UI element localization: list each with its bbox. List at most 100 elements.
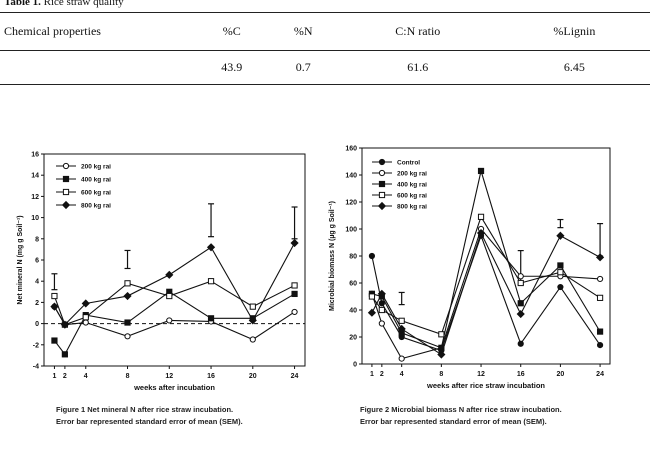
data-point	[290, 238, 299, 248]
legend-marker	[378, 158, 386, 166]
data-point	[123, 291, 132, 301]
figure-1-y-tick-label: 2	[35, 300, 39, 307]
figure-1-x-tick-label: 4	[84, 373, 88, 380]
figure-2-y-tick-label: 40	[349, 308, 357, 315]
data-point	[517, 340, 524, 347]
data-point	[166, 292, 173, 300]
data-point	[82, 319, 89, 326]
figure-2-series-600-kg-rai	[368, 213, 604, 338]
data-point	[557, 283, 564, 291]
figure-1-series-200-kg-rai	[51, 303, 298, 343]
data-point	[516, 309, 525, 319]
data-point	[367, 308, 377, 317]
data-point	[81, 299, 90, 308]
data-point	[124, 319, 131, 326]
legend-marker	[378, 169, 386, 177]
data-point	[517, 273, 524, 280]
figure-2-y-tick-label: 0	[353, 362, 357, 369]
table-caption-prefix: Table 1.	[4, 0, 41, 8]
figure-1-series-200-kg-rai-line	[53, 306, 295, 341]
legend-label: 800 kg rai	[397, 204, 427, 211]
figure-1-x-tick-label: 24	[291, 373, 299, 380]
data-point	[557, 262, 564, 269]
figure-1-y-tick-label: 6	[35, 258, 39, 265]
cell-property	[0, 51, 194, 85]
figure-2-series-800-kg-rai-line	[371, 231, 601, 356]
data-point	[291, 282, 298, 289]
header-chemical-properties: Chemical properties	[4, 24, 101, 38]
data-point	[517, 300, 524, 307]
figure-1-caption-line2: Error bar represented standard error of …	[56, 417, 243, 426]
figure-2-x-tick-label: 12	[477, 371, 485, 378]
figure-1-y-axis-label: Net mineral N (mg g Soil⁻¹)	[17, 215, 24, 304]
data-point	[477, 213, 485, 220]
legend-marker	[378, 191, 386, 199]
data-point	[207, 315, 215, 322]
figure-2-x-tick-label: 24	[596, 371, 604, 378]
figure-2-series-control-line	[371, 234, 601, 352]
figure-1-x-tick-label: 16	[207, 373, 215, 380]
legend-label: 400 kg rai	[81, 177, 111, 184]
figure-1-series-800-kg-rai-line	[53, 242, 296, 326]
figure-2-error-bar	[398, 291, 405, 306]
cell-lignin: 6.45	[563, 60, 585, 74]
figure-1-series-400-kg-rai-line	[54, 291, 295, 356]
figure-2-series-800-kg-rai	[367, 228, 605, 359]
figure-1-error-bar	[51, 273, 58, 291]
legend-marker	[62, 175, 70, 183]
data-point	[557, 269, 564, 276]
cell-cn-ratio: 61.6	[407, 60, 429, 74]
figure-1-y-tick-label: 0	[35, 321, 39, 328]
figure-2-series-200-kg-rai-line	[371, 227, 601, 360]
figure-2-x-tick-label: 4	[400, 371, 404, 378]
figure-1-legend-entry: 800 kg rai	[56, 200, 111, 210]
figure-1-legend-entry: 600 kg rai	[56, 188, 111, 197]
data-point	[51, 337, 58, 344]
legend-marker	[377, 201, 387, 211]
figure-2-x-tick-label: 16	[517, 371, 525, 378]
figure-2-caption-line2: Error bar represented standard error of …	[360, 417, 547, 426]
data-point	[61, 351, 68, 358]
figure-2-x-tick-label: 2	[380, 371, 384, 378]
data-point	[437, 350, 446, 359]
data-point	[124, 280, 131, 287]
figure-2-legend-entry: 600 kg rai	[372, 191, 427, 200]
table-caption-text: Rice straw quality	[40, 0, 124, 8]
figure-2-x-tick-label: 1	[370, 371, 374, 378]
figure-1-x-axis-label: weeks after incubation	[133, 383, 215, 392]
figure-2-legend-entry: 800 kg rai	[372, 201, 427, 211]
figure-1-y-tick-label: -4	[33, 364, 39, 371]
data-point	[378, 306, 385, 314]
figure-1-x-tick-label: 2	[63, 373, 67, 380]
figure-1-series-600-kg-rai-line	[53, 280, 295, 326]
data-point	[397, 324, 406, 333]
data-point	[378, 300, 385, 307]
figure-2-x-tick-label: 8	[439, 371, 443, 378]
data-point	[166, 317, 173, 324]
figure-1-error-bar	[124, 249, 131, 270]
figure-1-error-bar	[208, 203, 215, 238]
data-point	[368, 293, 376, 300]
data-point	[291, 308, 298, 316]
data-point	[206, 243, 216, 252]
figure-1-caption: Figure 1 Net mineral N after rice straw …	[56, 404, 243, 428]
legend-label: 600 kg rai	[397, 193, 427, 200]
data-point	[398, 355, 405, 362]
data-point	[477, 167, 485, 175]
figure-2-caption: Figure 2 Microbial biomass N after rice …	[360, 404, 562, 428]
legend-label: 800 kg rai	[81, 203, 111, 210]
figure-2-y-tick-label: 80	[349, 254, 357, 261]
legend-marker	[61, 200, 71, 210]
legend-label: Control	[397, 160, 420, 167]
data-point	[556, 231, 565, 240]
figure-2-caption-line1: Figure 2 Microbial biomass N after rice …	[360, 405, 562, 414]
data-point	[368, 252, 376, 260]
header-carbon: %C	[222, 24, 241, 38]
table-header-row: Chemical properties %C %N C:N ratio %Lig…	[0, 13, 650, 51]
figure-2-y-tick-label: 20	[349, 335, 357, 342]
figure-2-legend-entry: 200 kg rai	[372, 169, 427, 178]
data-point	[60, 320, 69, 329]
data-point	[438, 331, 445, 338]
